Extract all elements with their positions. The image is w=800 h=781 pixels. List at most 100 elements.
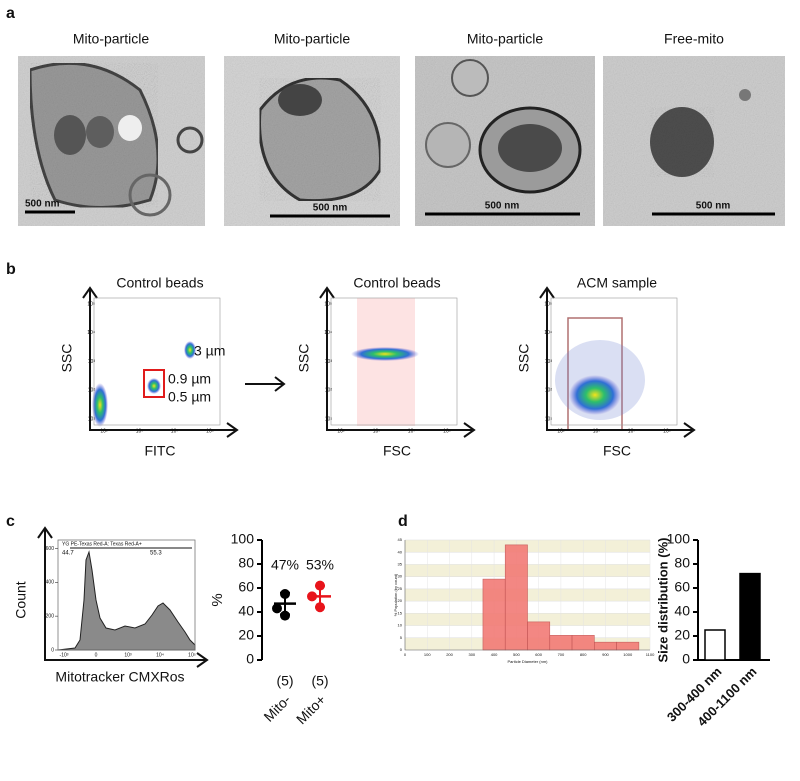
y-axis-label: Count xyxy=(13,581,29,618)
x-axis-label: FSC xyxy=(603,443,631,459)
y-tick-label: 600 xyxy=(46,546,55,552)
x-tick-label: 10⁴ xyxy=(408,428,416,434)
y-tick-label: 60 xyxy=(674,579,690,595)
x-tick-label: 0 xyxy=(404,652,407,657)
y-axis-label: Size distribution (%) xyxy=(655,538,670,663)
plot-frame xyxy=(550,297,678,426)
x-tick-label: 10³ xyxy=(136,428,144,434)
y-tick-label: 400 xyxy=(46,580,55,586)
histogram-curve xyxy=(57,550,196,651)
y-tick-label: 20 xyxy=(674,627,690,643)
category-label: Mito- xyxy=(260,691,294,725)
panel-label: c xyxy=(6,513,15,530)
y-tick-label: 10⁵ xyxy=(324,301,332,307)
y-tick-label: 45 xyxy=(398,537,403,542)
y-tick-label: 40 xyxy=(398,549,403,554)
y-tick-label: 40 xyxy=(238,603,254,619)
scale-bar-label: 500 nm xyxy=(485,201,520,212)
bar xyxy=(527,621,551,651)
x-tick-label: 10⁵ xyxy=(443,428,451,434)
x-tick-label: 200 xyxy=(446,652,453,657)
bead-label: 0.9 µm xyxy=(168,371,211,387)
y-tick-label: 0 xyxy=(51,647,54,653)
event-cloud xyxy=(147,378,161,394)
bar xyxy=(594,641,617,651)
bar xyxy=(616,641,640,651)
gate-header: YG PE-Texas Red-A: Texas Red-A+ xyxy=(62,541,142,547)
bar xyxy=(739,572,761,661)
y-tick-label: 15 xyxy=(398,610,403,615)
panel-label: d xyxy=(398,513,408,530)
y-tick-label: 10¹ xyxy=(325,416,333,422)
y-tick-label: 0 xyxy=(246,651,254,667)
x-tick-label: 10³ xyxy=(593,428,601,434)
gate-box xyxy=(143,369,165,398)
tem-image xyxy=(224,56,400,226)
y-tick-label: 10³ xyxy=(545,359,553,365)
x-tick-label: 500 xyxy=(513,652,520,657)
x-tick-label: 100 xyxy=(424,652,431,657)
y-tick-label: 10² xyxy=(88,388,96,394)
tem-image xyxy=(415,56,595,226)
y-tick-label: 100 xyxy=(231,531,255,547)
y-axis-label: % xyxy=(209,593,226,606)
y-tick-label: 10² xyxy=(545,388,553,394)
y-tick-label: 200 xyxy=(46,613,55,619)
y-tick-label: 60 xyxy=(238,579,254,595)
bar xyxy=(704,629,726,661)
y-tick-label: 20 xyxy=(238,627,254,643)
y-tick-label: 30 xyxy=(398,574,403,579)
y-tick-label: 80 xyxy=(674,555,690,571)
y-tick-label: 0 xyxy=(682,651,690,667)
bar xyxy=(504,544,528,651)
gate-value: 55.3 xyxy=(150,551,162,557)
x-tick-label: 600 xyxy=(535,652,542,657)
plot-frame xyxy=(330,297,458,426)
y-tick-label: 10⁵ xyxy=(87,301,95,307)
axes xyxy=(404,540,650,651)
x-tick-label: 10³ xyxy=(373,428,381,434)
y-tick-label: 10 xyxy=(398,623,403,628)
x-tick-label: 10⁴ xyxy=(628,428,636,434)
plot-frame xyxy=(93,297,221,426)
bar xyxy=(549,635,573,651)
y-tick-label: 10⁴ xyxy=(87,330,95,336)
mean-label: 53% xyxy=(306,557,334,573)
event-cloud xyxy=(569,375,621,415)
bead-label: 3 µm xyxy=(194,343,225,359)
data-point xyxy=(272,603,282,614)
scale-bar-label: 500 nm xyxy=(25,199,60,210)
scale-bar-label: 500 nm xyxy=(313,203,348,214)
axes xyxy=(319,286,476,438)
x-tick-label: 900 xyxy=(602,652,609,657)
x-axis-label: FSC xyxy=(383,443,411,459)
panel-label: a xyxy=(6,5,15,22)
scale-bar-label: 500 nm xyxy=(696,201,731,212)
plot-title: Control beads xyxy=(353,275,440,291)
y-tick-label: 10² xyxy=(325,388,333,394)
y-tick-label: 80 xyxy=(238,555,254,571)
image-title: Mito-particle xyxy=(467,31,543,47)
plot-title: Control beads xyxy=(116,275,203,291)
bar xyxy=(571,635,595,651)
n-label: (5) xyxy=(276,673,293,689)
x-axis-label: FITC xyxy=(144,443,175,459)
plot-frame xyxy=(57,539,196,651)
x-axis-label: Particle Diameter (nm) xyxy=(507,659,548,664)
y-axis-label: SSC xyxy=(59,344,75,373)
x-tick-label: -10³ xyxy=(60,652,69,658)
data-point xyxy=(280,610,290,621)
x-tick-label: 10³ xyxy=(124,652,132,658)
x-tick-label: 10⁴ xyxy=(156,652,164,658)
y-tick-label: 10³ xyxy=(88,359,96,365)
y-tick-label: 10¹ xyxy=(88,416,96,422)
axes xyxy=(37,526,209,668)
gate-band xyxy=(357,298,415,426)
bead-label: 0.5 µm xyxy=(168,389,211,405)
axes xyxy=(82,286,239,438)
x-tick-label: 400 xyxy=(491,652,498,657)
x-tick-label: 10⁴ xyxy=(171,428,179,434)
mean-label: 47% xyxy=(271,557,299,573)
x-tick-label: 300 xyxy=(468,652,475,657)
